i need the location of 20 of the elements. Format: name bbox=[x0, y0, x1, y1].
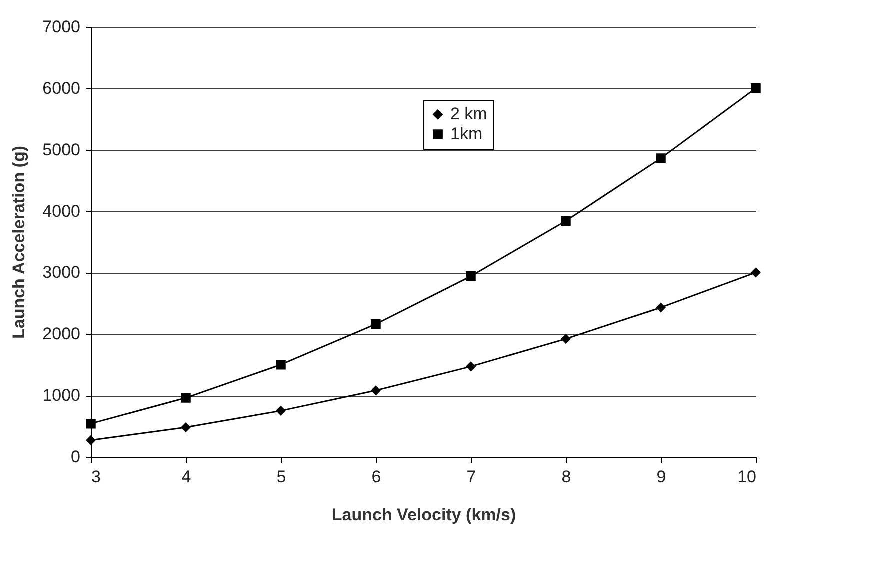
y-tick-label: 2000 bbox=[42, 324, 80, 344]
y-tick-label: 6000 bbox=[42, 78, 80, 98]
x-tick-label: 8 bbox=[562, 468, 572, 486]
x-tick-label: 10 bbox=[738, 468, 756, 486]
x-tick-label: 9 bbox=[656, 468, 666, 486]
x-axis-title: Launch Velocity (km/s) bbox=[332, 506, 516, 524]
y-tick-label: 0 bbox=[71, 448, 80, 466]
y-axis-title: Launch Acceleration (g) bbox=[10, 146, 29, 340]
x-tick-label: 6 bbox=[372, 468, 382, 486]
legend-label: 1km bbox=[450, 124, 483, 144]
legend-label: 2 km bbox=[450, 104, 488, 124]
x-tick-label: 4 bbox=[182, 468, 192, 486]
y-tick-label: 5000 bbox=[42, 140, 80, 160]
x-tick-label: 3 bbox=[92, 468, 101, 486]
x-tick-label: 5 bbox=[276, 468, 286, 486]
y-tick-label: 3000 bbox=[42, 263, 80, 282]
y-tick-label: 7000 bbox=[42, 18, 80, 36]
y-tick-label: 1000 bbox=[42, 386, 80, 406]
x-tick-label: 7 bbox=[466, 468, 476, 486]
y-tick-label: 4000 bbox=[42, 202, 80, 221]
